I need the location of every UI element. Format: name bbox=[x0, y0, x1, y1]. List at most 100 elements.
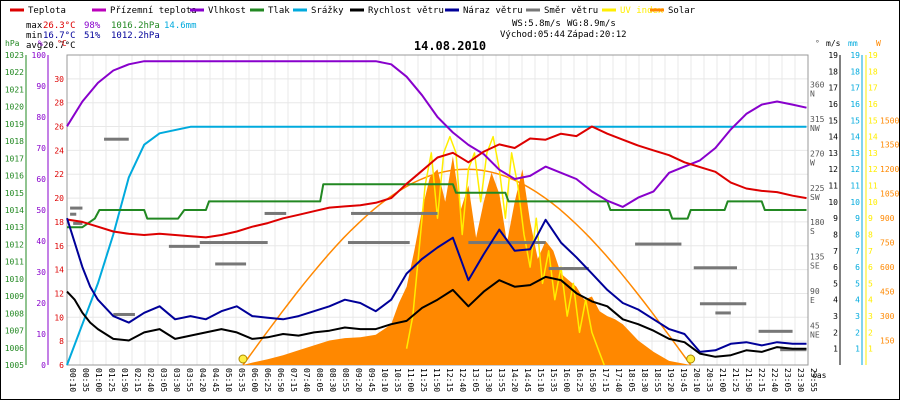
x-tick-label: 16:50 bbox=[588, 368, 597, 392]
temperature-tick-label: 30 bbox=[54, 75, 64, 84]
wind-direction-bar bbox=[199, 241, 268, 245]
legend: Teplota Přízemní teplota Vlhkost Tlak Srážky… bbox=[10, 6, 696, 16]
x-tick-label: 15:35 bbox=[549, 368, 558, 392]
x-tick-label: 12:15 bbox=[445, 368, 454, 392]
uv-tick-label: 19 bbox=[868, 51, 878, 60]
x-tick-label: 21:00 bbox=[718, 368, 727, 392]
sun-marker bbox=[686, 354, 696, 364]
x-tick-label: 14:45 bbox=[523, 368, 532, 392]
legend-label: Tlak bbox=[268, 6, 290, 16]
uv-tick-label: 8 bbox=[868, 230, 873, 239]
x-tick-label: 02:40 bbox=[146, 368, 155, 392]
rain-tick-label: 14 bbox=[850, 133, 860, 142]
rain-tick-label: 13 bbox=[850, 149, 860, 158]
x-tick-label: 19:20 bbox=[666, 368, 675, 392]
wind-direction-bar bbox=[70, 212, 77, 216]
wind-tick-label: 8 bbox=[833, 230, 838, 239]
legend-label: Vlhkost bbox=[208, 6, 246, 16]
direction-compass-label: N bbox=[810, 89, 815, 98]
temperature-tick-label: 20 bbox=[54, 194, 64, 203]
wind-speed-line bbox=[66, 275, 807, 358]
direction-compass-label: S bbox=[810, 227, 815, 236]
x-tick-label: 17:15 bbox=[601, 368, 610, 392]
chart-title: 14.08.2010 bbox=[414, 39, 486, 53]
direction-tick-label: 270 bbox=[810, 149, 825, 158]
direction-tick-label: 315 bbox=[810, 115, 825, 124]
x-tick-label: 03:55 bbox=[185, 368, 194, 392]
x-tick-label: 10:10 bbox=[380, 368, 389, 392]
x-tick-label: 04:20 bbox=[198, 368, 207, 392]
stats-block: max 26.3°C 98% 1016.2hPa 14.6mm min 16.7… bbox=[26, 21, 197, 51]
solar-tick-label: 1200 bbox=[880, 165, 899, 174]
solar-tick-label: 150 bbox=[880, 337, 895, 346]
wind-tick-label: 16 bbox=[828, 100, 838, 109]
x-tick-label: 23:05 bbox=[783, 368, 792, 392]
wind-tick-label: 1 bbox=[833, 345, 838, 354]
humidity-tick-label: 40 bbox=[36, 237, 46, 246]
pressure-tick-label: 1006 bbox=[5, 344, 24, 353]
uv-tick-label: 9 bbox=[868, 214, 873, 223]
rain-tick-label: 16 bbox=[850, 100, 860, 109]
pressure-tick-label: 1021 bbox=[5, 85, 24, 94]
stat-min-hum: 51% bbox=[84, 31, 101, 41]
x-tick-label: 16:25 bbox=[575, 368, 584, 392]
unit-pct: % bbox=[38, 39, 43, 48]
pressure-line bbox=[67, 183, 807, 229]
unit-degc: °C bbox=[57, 39, 67, 48]
humidity-tick-label: 0 bbox=[41, 361, 46, 370]
x-tick-label: 11:50 bbox=[432, 368, 441, 392]
temperature-tick-label: 16 bbox=[54, 242, 64, 251]
humidity-tick-label: 50 bbox=[36, 206, 46, 215]
axes: 00:10 00:35 01:00 01:25 01:50 02:15 02:40 03:05… bbox=[5, 51, 900, 392]
wind-direction-bar bbox=[168, 244, 200, 248]
x-tick-label: 12:40 bbox=[458, 368, 467, 392]
humidity-tick-label: 90 bbox=[36, 82, 46, 91]
x-tick-label: 13:55 bbox=[497, 368, 506, 392]
stat-avg-label: avg bbox=[26, 41, 42, 51]
wind-tick-label: 5 bbox=[833, 279, 838, 288]
solar-tick-label: 1500 bbox=[880, 116, 899, 125]
pressure-tick-label: 1010 bbox=[5, 275, 24, 284]
temperature-tick-label: 10 bbox=[54, 313, 64, 322]
x-tick-label: 18:30 bbox=[640, 368, 649, 392]
stat-max-label: max bbox=[26, 21, 43, 31]
uv-tick-label: 11 bbox=[868, 182, 878, 191]
wind-direction-bar bbox=[347, 241, 410, 245]
uv-tick-label: 3 bbox=[868, 312, 873, 321]
solar-tick-label: 300 bbox=[880, 312, 895, 321]
wind-direction-bar bbox=[715, 311, 731, 315]
x-tick-label: 10:35 bbox=[393, 368, 402, 392]
rain-tick-label: 10 bbox=[850, 198, 860, 207]
wind-direction-bar bbox=[70, 206, 83, 210]
wind-tick-label: 14 bbox=[828, 133, 838, 142]
pressure-tick-label: 1019 bbox=[5, 120, 24, 129]
direction-compass-label: NW bbox=[810, 124, 820, 133]
x-tick-label: 06:25 bbox=[263, 368, 272, 392]
x-tick-label: 18:05 bbox=[627, 368, 636, 392]
x-tick-label: 15:10 bbox=[536, 368, 545, 392]
temperature-line bbox=[66, 125, 807, 239]
rain-tick-label: 9 bbox=[855, 214, 860, 223]
rain-tick-label: 15 bbox=[850, 116, 860, 125]
rain-tick-label: 11 bbox=[850, 182, 860, 191]
sun-marker bbox=[238, 354, 248, 364]
wind-direction-bar bbox=[564, 267, 589, 271]
wind-direction-bar bbox=[699, 302, 747, 306]
x-tick-label: 01:25 bbox=[107, 368, 116, 392]
info-ws: WS:5.8m/s bbox=[512, 19, 561, 29]
wind-tick-label: 3 bbox=[833, 312, 838, 321]
unit-deg: ° bbox=[815, 39, 820, 48]
temperature-tick-label: 18 bbox=[54, 218, 64, 227]
solar-tick-label: 750 bbox=[880, 239, 895, 248]
unit-time: čas bbox=[812, 370, 827, 380]
uv-line bbox=[405, 135, 605, 366]
pressure-tick-label: 1005 bbox=[5, 361, 24, 370]
wind-sun-info: WS:5.8m/s WG:8.9m/s Východ:05:44 Západ:2… bbox=[500, 19, 627, 40]
legend-label: Srážky bbox=[311, 6, 344, 16]
uv-tick-label: 12 bbox=[868, 165, 878, 174]
legend-label: Solar bbox=[668, 6, 696, 16]
wind-tick-label: 18 bbox=[828, 67, 838, 76]
info-sunrise: Východ:05:44 bbox=[500, 30, 565, 40]
unit-mm: mm bbox=[848, 39, 858, 48]
legend-label: Teplota bbox=[28, 6, 66, 16]
